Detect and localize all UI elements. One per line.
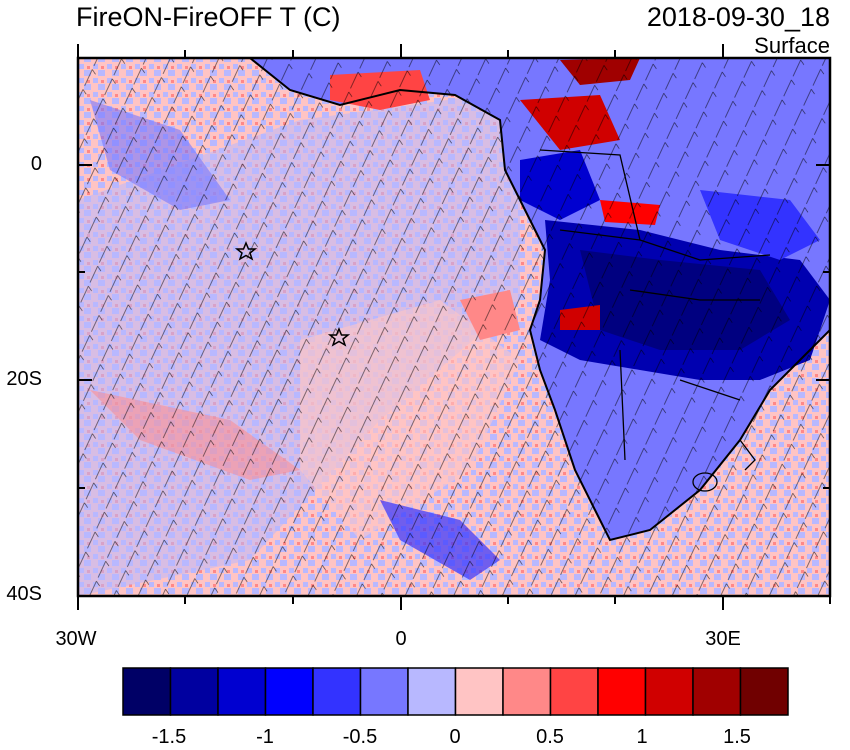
lon-label-0: 0 [395, 628, 407, 650]
lon-label-30e: 30E [705, 628, 741, 650]
colorbar-label-0.5: 0.5 [536, 726, 564, 748]
colorbar-swatch [502, 667, 552, 716]
colorbar-swatch [122, 667, 172, 716]
colorbar-swatch [312, 667, 362, 716]
map-datetime: 2018-09-30_18 [646, 2, 830, 32]
lon-label-30w: 30W [55, 628, 97, 650]
colorbar-label-m1.5: -1.5 [151, 726, 187, 748]
lat-label-40s: 40S [6, 583, 42, 605]
star-marker-2 [327, 327, 351, 347]
colorbar-label-1.5: 1.5 [723, 726, 751, 748]
plot-frame [76, 56, 832, 598]
colorbar-label-1: 1 [636, 726, 648, 748]
lat-label-0: 0 [30, 153, 42, 175]
colorbar [122, 667, 789, 716]
colorbar-swatch [407, 667, 457, 716]
axis-ticks [77, 44, 831, 610]
map-title: FireON-FireOFF T (C) [76, 2, 341, 32]
colorbar-swatch [217, 667, 267, 716]
colorbar-swatch [644, 667, 694, 716]
colorbar-swatch [359, 667, 409, 716]
map-level: Surface [754, 33, 830, 58]
colorbar-label-0: 0 [449, 726, 461, 748]
colorbar-swatch [264, 667, 314, 716]
colorbar-swatch [597, 667, 647, 716]
colorbar-swatch [692, 667, 742, 716]
colorbar-swatch [169, 667, 219, 716]
lat-label-20s: 20S [6, 368, 42, 390]
colorbar-label-m1: -1 [256, 726, 274, 748]
marker-stars [234, 241, 351, 347]
colorbar-swatch [454, 667, 504, 716]
colorbar-label-m0.5: -0.5 [342, 726, 378, 748]
colorbar-swatch [739, 667, 789, 716]
star-marker-1 [234, 241, 258, 261]
colorbar-swatch [549, 667, 599, 716]
